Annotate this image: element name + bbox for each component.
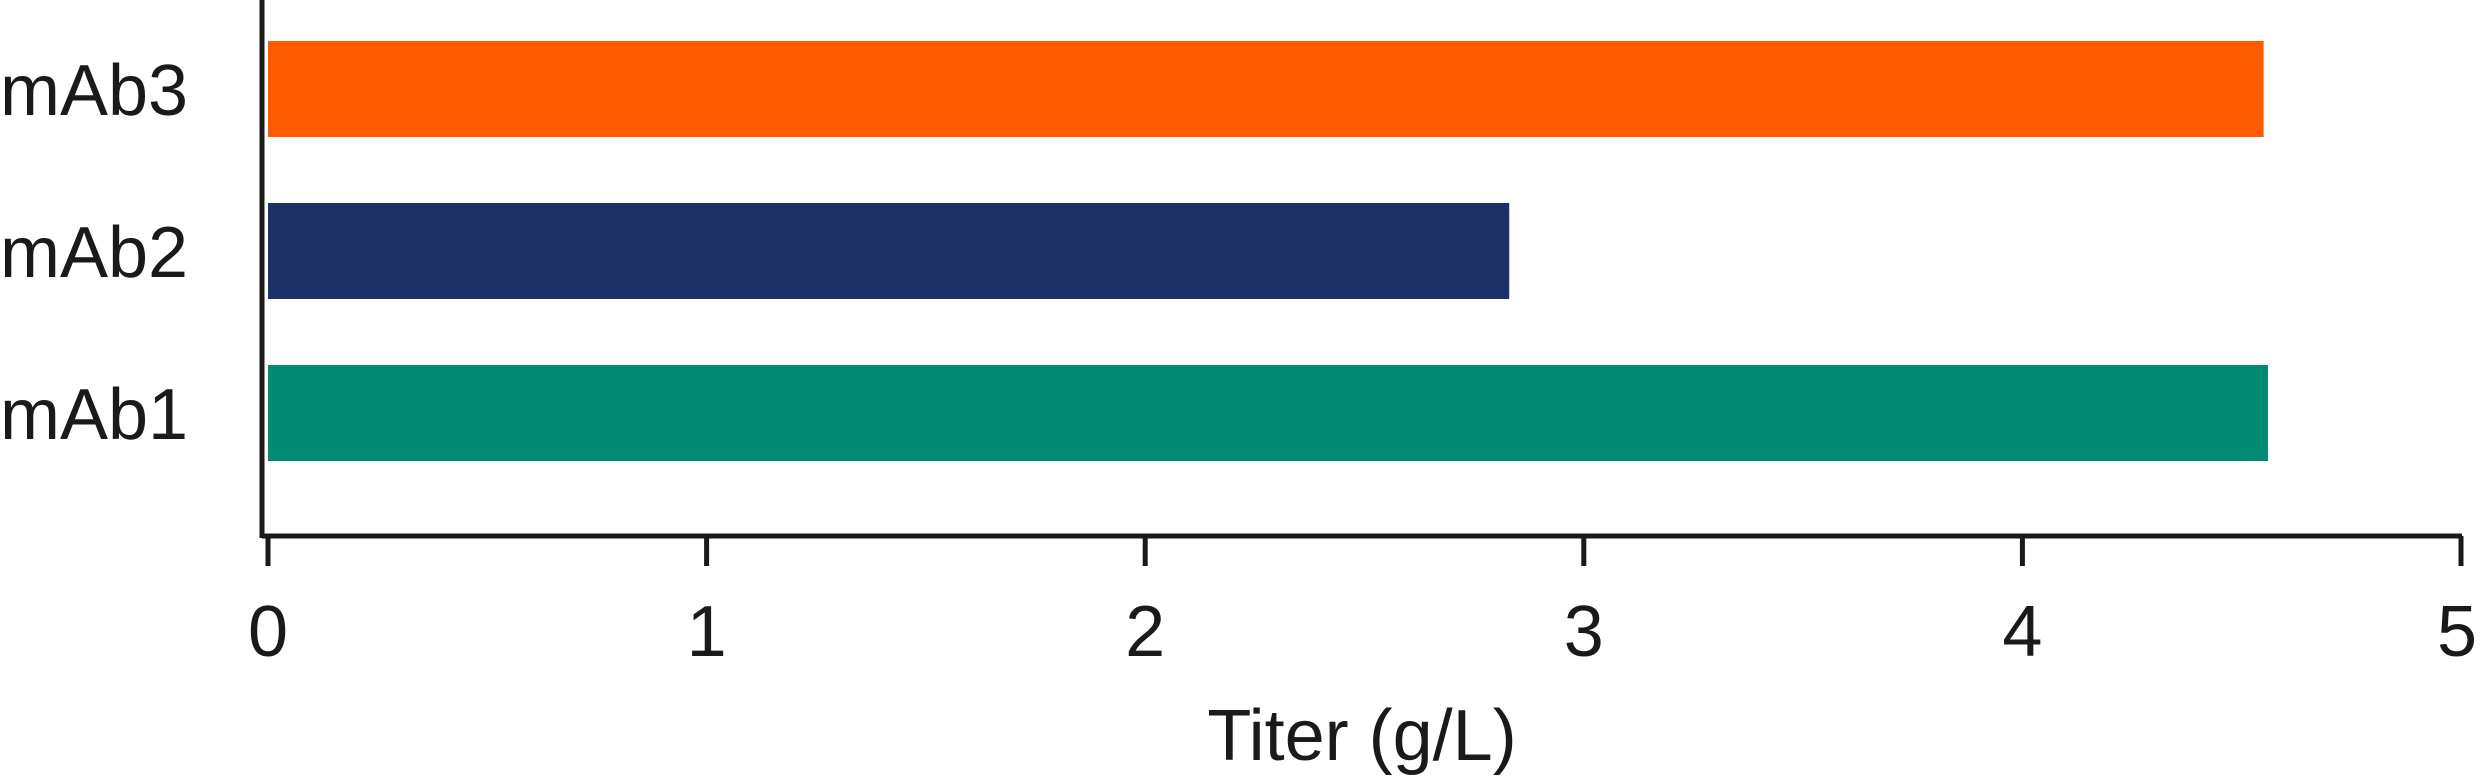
x-axis-ticks: 0 1 2 3 4 5 (248, 536, 2477, 672)
x-tick-label-3: 3 (1564, 592, 1604, 672)
x-tick-label-1: 1 (687, 592, 727, 672)
bar-mab3 (268, 41, 2264, 137)
category-label-mab2: mAb2 (0, 213, 188, 293)
x-tick-label-0: 0 (248, 592, 288, 672)
category-label-mab3: mAb3 (0, 51, 188, 131)
category-labels: mAb1 mAb2 mAb3 (0, 51, 188, 455)
bar-mab1 (268, 365, 2269, 461)
bars-group (268, 41, 2269, 461)
x-axis-title: Titer (g/L) (1207, 696, 1516, 776)
x-tick-label-4: 4 (2002, 592, 2042, 672)
x-tick-label-5: 5 (2437, 592, 2477, 672)
x-tick-label-2: 2 (1125, 592, 1165, 672)
bar-mab2 (268, 203, 1510, 299)
category-label-mab1: mAb1 (0, 375, 188, 455)
